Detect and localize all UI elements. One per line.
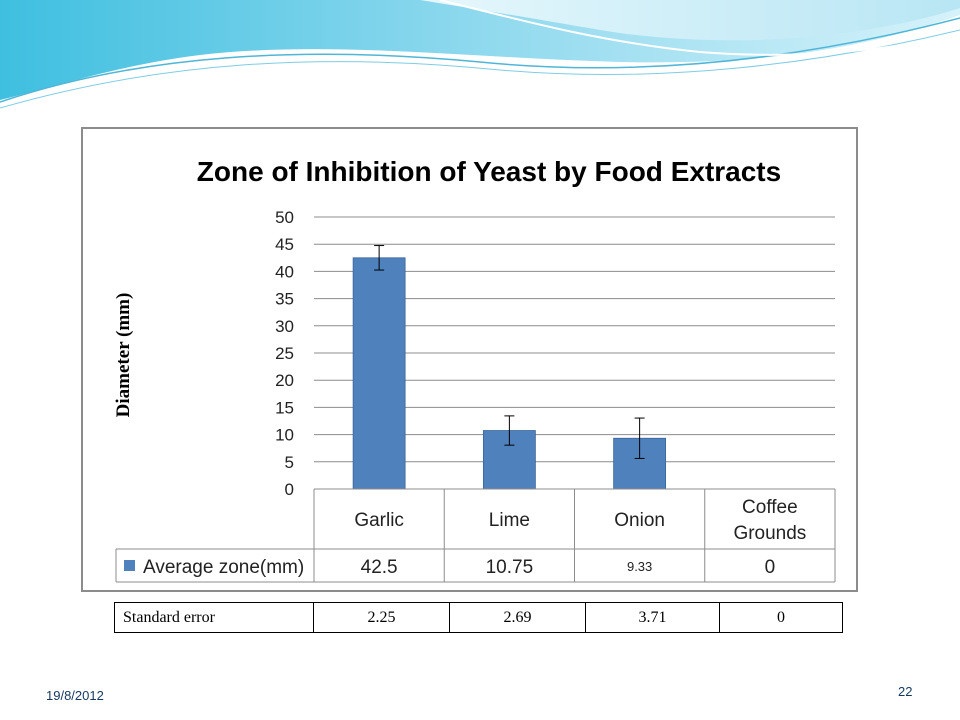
slide-number: 22: [898, 684, 913, 699]
category-label: Garlic: [354, 510, 404, 531]
y-tick-label: 10: [275, 426, 294, 445]
data-label: 10.75: [486, 557, 534, 578]
chart-container: Zone of Inhibition of Yeast by Food Extr…: [81, 127, 858, 592]
standard-error-value: 2.25: [313, 602, 450, 633]
data-label: 0: [765, 557, 776, 578]
y-tick-label: 25: [275, 344, 294, 363]
y-tick-label: 50: [275, 208, 294, 227]
y-tick-label: 30: [275, 317, 294, 336]
data-label: 42.5: [361, 557, 398, 578]
standard-error-value: 3.71: [585, 602, 720, 633]
legend-label: Average zone(mm): [143, 557, 304, 578]
header-wave-decoration: [0, 0, 960, 109]
y-axis-ticks: 0 5 10 15 20 25 30 35 40 45 50: [275, 208, 294, 499]
bar-chart: Zone of Inhibition of Yeast by Food Extr…: [113, 156, 836, 583]
y-tick-label: 5: [285, 453, 294, 472]
category-label: Coffee: [742, 497, 798, 518]
table-row: Standard error 2.25 2.69 3.71 0: [114, 602, 843, 633]
standard-error-value: 0: [719, 602, 843, 633]
y-tick-label: 35: [275, 290, 294, 309]
error-bars: [374, 245, 645, 459]
slide-date: 19/8/2012: [46, 688, 104, 703]
category-label: Lime: [489, 510, 530, 531]
chart-title: Zone of Inhibition of Yeast by Food Extr…: [197, 156, 781, 187]
bar: [352, 257, 406, 490]
y-tick-label: 0: [285, 480, 294, 499]
standard-error-label: Standard error: [114, 602, 314, 633]
standard-error-value: 2.69: [449, 602, 586, 633]
bars: [352, 257, 667, 490]
data-table: Garlic Lime Onion Coffee Grounds Average zone…: [115, 488, 836, 583]
y-tick-label: 15: [275, 398, 294, 417]
y-tick-label: 20: [275, 371, 294, 390]
y-tick-label: 45: [275, 235, 294, 254]
data-label: 9.33: [627, 559, 652, 574]
y-tick-label: 40: [275, 262, 294, 281]
legend-swatch: [124, 560, 135, 571]
standard-error-table: Standard error 2.25 2.69 3.71 0: [114, 602, 843, 633]
category-label: Onion: [614, 510, 665, 531]
y-axis-label: Diameter (mm): [113, 293, 134, 418]
category-label: Grounds: [733, 523, 806, 544]
